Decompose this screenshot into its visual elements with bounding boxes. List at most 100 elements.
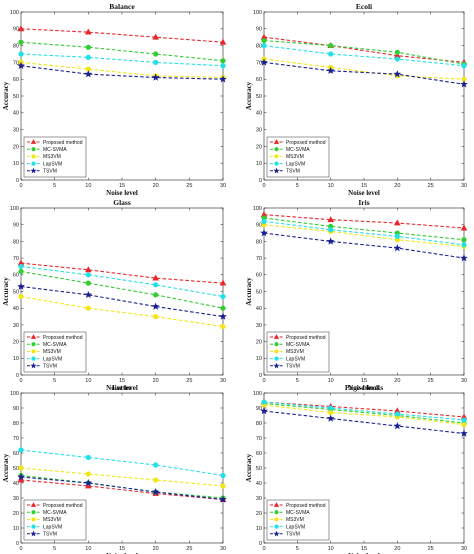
y-tick-label: 50 [256, 289, 262, 295]
data-point-mc-svma [261, 37, 267, 44]
data-point-ms3vm [328, 409, 334, 416]
data-point-proposed-method [394, 219, 401, 226]
data-point-mc-svma [220, 58, 226, 64]
data-point-proposed-method [460, 224, 468, 231]
data-point-proposed-method [85, 28, 92, 35]
data-point-proposed-method [394, 52, 401, 59]
x-tick-label: 0 [19, 546, 22, 552]
data-point-mc-svma [153, 51, 159, 57]
data-point-lapsvm [261, 399, 267, 405]
legend-label-ms3vm: MS3VM [43, 517, 61, 523]
x-tick-label: 20 [394, 183, 400, 189]
y-tick-label: 20 [13, 144, 19, 150]
y-tick-label: 50 [13, 94, 19, 100]
y-tick-label: 30 [13, 496, 19, 502]
data-point-lapsvm [85, 454, 91, 461]
legend-label-ms3vm: MS3VM [286, 517, 304, 523]
y-tick-label: 50 [256, 466, 262, 472]
legend-marker-lapsvm [274, 356, 279, 361]
legend-label-ms3vm: MS3VM [286, 349, 304, 355]
legend-label-proposed-method: Proposed method [43, 140, 83, 146]
data-point-proposed-method [17, 259, 25, 266]
x-tick-label: 25 [186, 546, 192, 552]
chart-title: Balance [109, 2, 135, 11]
y-tick-label: 30 [13, 128, 19, 134]
chart-iris: 0 10 20 30 40 50 60 70 80 90 100 0 5 10 15 20 25 30 Iris No… [245, 198, 468, 392]
x-tick-label: 30 [220, 546, 226, 552]
x-axis-label: Noise level [106, 384, 138, 392]
y-tick-label: 20 [13, 340, 19, 346]
y-tick-label: 50 [13, 466, 19, 472]
data-point-proposed-method [260, 211, 268, 218]
y-axis-label: Accuracy [2, 81, 10, 110]
y-tick-label: 90 [256, 27, 262, 33]
data-point-ms3vm [18, 465, 24, 471]
y-tick-label: 40 [13, 481, 19, 487]
y-tick-label: 40 [256, 306, 262, 312]
y-tick-label: 10 [256, 526, 262, 532]
data-point-proposed-method [327, 216, 334, 223]
x-tick-label: 30 [220, 378, 226, 384]
data-point-proposed-method [460, 413, 468, 420]
data-point-mc-svma [85, 44, 91, 50]
data-point-mc-svma [220, 305, 226, 311]
data-point-mc-svma [153, 292, 159, 298]
y-tick-label: 60 [256, 451, 262, 457]
x-tick-label: 30 [220, 183, 226, 189]
y-tick-label: 90 [13, 223, 19, 229]
data-point-lapsvm [18, 447, 24, 453]
legend-marker-ms3vm [274, 517, 279, 522]
y-tick-label: 10 [13, 526, 19, 532]
y-tick-label: 80 [13, 44, 19, 50]
x-tick-label: 15 [361, 378, 367, 384]
y-tick-label: 10 [256, 161, 262, 167]
data-point-lapsvm [153, 59, 159, 65]
data-point-lapsvm [394, 233, 400, 239]
legend-label-ms3vm: MS3VM [286, 154, 304, 160]
data-point-ms3vm [220, 483, 226, 489]
y-tick-label: 60 [13, 273, 19, 279]
data-point-tsvm [151, 302, 160, 310]
legend-marker-mc-svma [31, 510, 36, 515]
x-tick-label: 20 [153, 183, 159, 189]
y-tick-label: 40 [256, 111, 262, 117]
y-tick-label: 80 [256, 421, 262, 427]
data-point-lapsvm [18, 51, 24, 57]
legend-label-mc-svma: MC-SVMA [286, 510, 310, 516]
y-tick-label: 100 [10, 206, 19, 212]
data-point-ms3vm [461, 76, 467, 82]
x-tick-label: 10 [85, 546, 91, 552]
data-point-tsvm [260, 58, 268, 66]
series-line-mc-svma [263, 402, 465, 424]
data-point-ms3vm [220, 323, 226, 330]
data-point-tsvm [460, 254, 468, 262]
legend-label-ms3vm: MS3VM [43, 154, 61, 160]
legend-marker-tsvm [30, 362, 37, 369]
y-tick-label: 30 [13, 323, 19, 329]
data-point-tsvm [260, 407, 268, 415]
chart-title: Page-blocks [345, 383, 383, 392]
legend-marker-proposed-method [273, 334, 280, 339]
x-tick-label: 30 [461, 546, 467, 552]
y-tick-label: 60 [13, 77, 19, 83]
data-point-tsvm [393, 70, 402, 78]
series-line-tsvm [263, 232, 465, 259]
x-tick-label: 5 [53, 183, 56, 189]
data-point-tsvm [17, 473, 25, 481]
data-point-proposed-method [152, 274, 159, 281]
series-line-ms3vm [263, 404, 465, 426]
legend-marker-proposed-method [30, 139, 37, 144]
y-tick-label: 40 [13, 306, 19, 312]
chart-ecoli: 0 10 20 30 40 50 60 70 80 90 100 0 5 10 15 20 25 30 Ecoli N… [245, 2, 468, 197]
legend-label-lapsvm: LapSVM [43, 161, 62, 167]
x-tick-label: 10 [328, 546, 334, 552]
legend-label-mc-svma: MC-SVMA [43, 147, 67, 153]
x-axis-label: Noise level [348, 384, 380, 392]
legend-marker-ms3vm [274, 349, 279, 354]
data-point-lapsvm [328, 405, 334, 411]
chart-glass: 0 10 20 30 40 50 60 70 80 90 100 0 5 10 15 20 25 30 Glass N… [2, 198, 227, 392]
series-line-proposed-method [263, 214, 465, 229]
data-point-lapsvm [153, 462, 159, 468]
